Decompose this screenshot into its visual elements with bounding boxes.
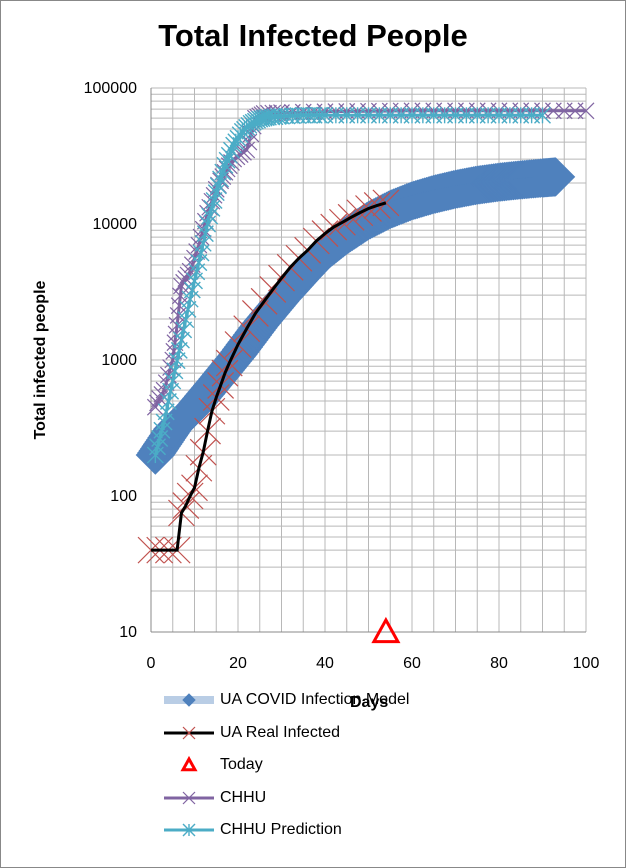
legend-marker bbox=[182, 693, 196, 707]
legend-item: CHHU bbox=[160, 782, 409, 815]
series-chhu-prediction bbox=[146, 106, 551, 464]
legend-marker bbox=[180, 756, 198, 772]
x-tick-label: 20 bbox=[229, 655, 247, 672]
series-line bbox=[153, 113, 543, 456]
chart-title: Total Infected People bbox=[158, 18, 468, 53]
y-tick-label: 1000 bbox=[101, 352, 137, 369]
legend-marker bbox=[182, 726, 196, 740]
legend-item: CHHU Prediction bbox=[160, 814, 409, 847]
legend-label: CHHU Prediction bbox=[220, 821, 342, 839]
legend-label: UA Real Infected bbox=[220, 723, 341, 741]
legend-marker bbox=[182, 823, 196, 837]
legend-item: UA COVID Infection Model bbox=[160, 684, 409, 717]
legend-label: UA COVID Infection Model bbox=[220, 691, 410, 709]
series-line bbox=[151, 201, 387, 552]
series-ua-real-infected bbox=[137, 189, 400, 564]
x-tick-label: 60 bbox=[403, 655, 421, 672]
legend-swatch bbox=[164, 823, 214, 837]
legend-swatch bbox=[180, 756, 198, 772]
data-point bbox=[371, 616, 401, 644]
legend: UA COVID Infection Model UA Real Infected… bbox=[160, 684, 409, 847]
x-axis-label: Days bbox=[350, 694, 389, 711]
x-tick-label: 100 bbox=[573, 655, 600, 672]
y-axis-label: Total infected people bbox=[32, 280, 49, 440]
x-tick-label: 80 bbox=[490, 655, 508, 672]
data-point bbox=[535, 157, 576, 197]
legend-swatch bbox=[164, 693, 214, 707]
y-tick-label: 10000 bbox=[93, 216, 138, 233]
legend-label: CHHU bbox=[220, 788, 267, 806]
legend-swatch bbox=[164, 791, 214, 805]
y-tick-label: 100000 bbox=[84, 80, 137, 97]
legend-item: Today bbox=[160, 749, 409, 782]
x-tick-label: 40 bbox=[316, 655, 334, 672]
legend-label: Today bbox=[220, 756, 263, 774]
legend-swatch bbox=[164, 726, 214, 740]
x-tick-label: 0 bbox=[147, 655, 156, 672]
y-tick-label: 10 bbox=[119, 624, 137, 641]
series-ua-covid-model bbox=[135, 157, 576, 475]
y-tick-label: 100 bbox=[110, 488, 137, 505]
legend-marker bbox=[182, 791, 196, 805]
series-layer bbox=[135, 102, 595, 644]
legend-item: UA Real Infected bbox=[160, 717, 409, 750]
series-today bbox=[371, 616, 401, 644]
